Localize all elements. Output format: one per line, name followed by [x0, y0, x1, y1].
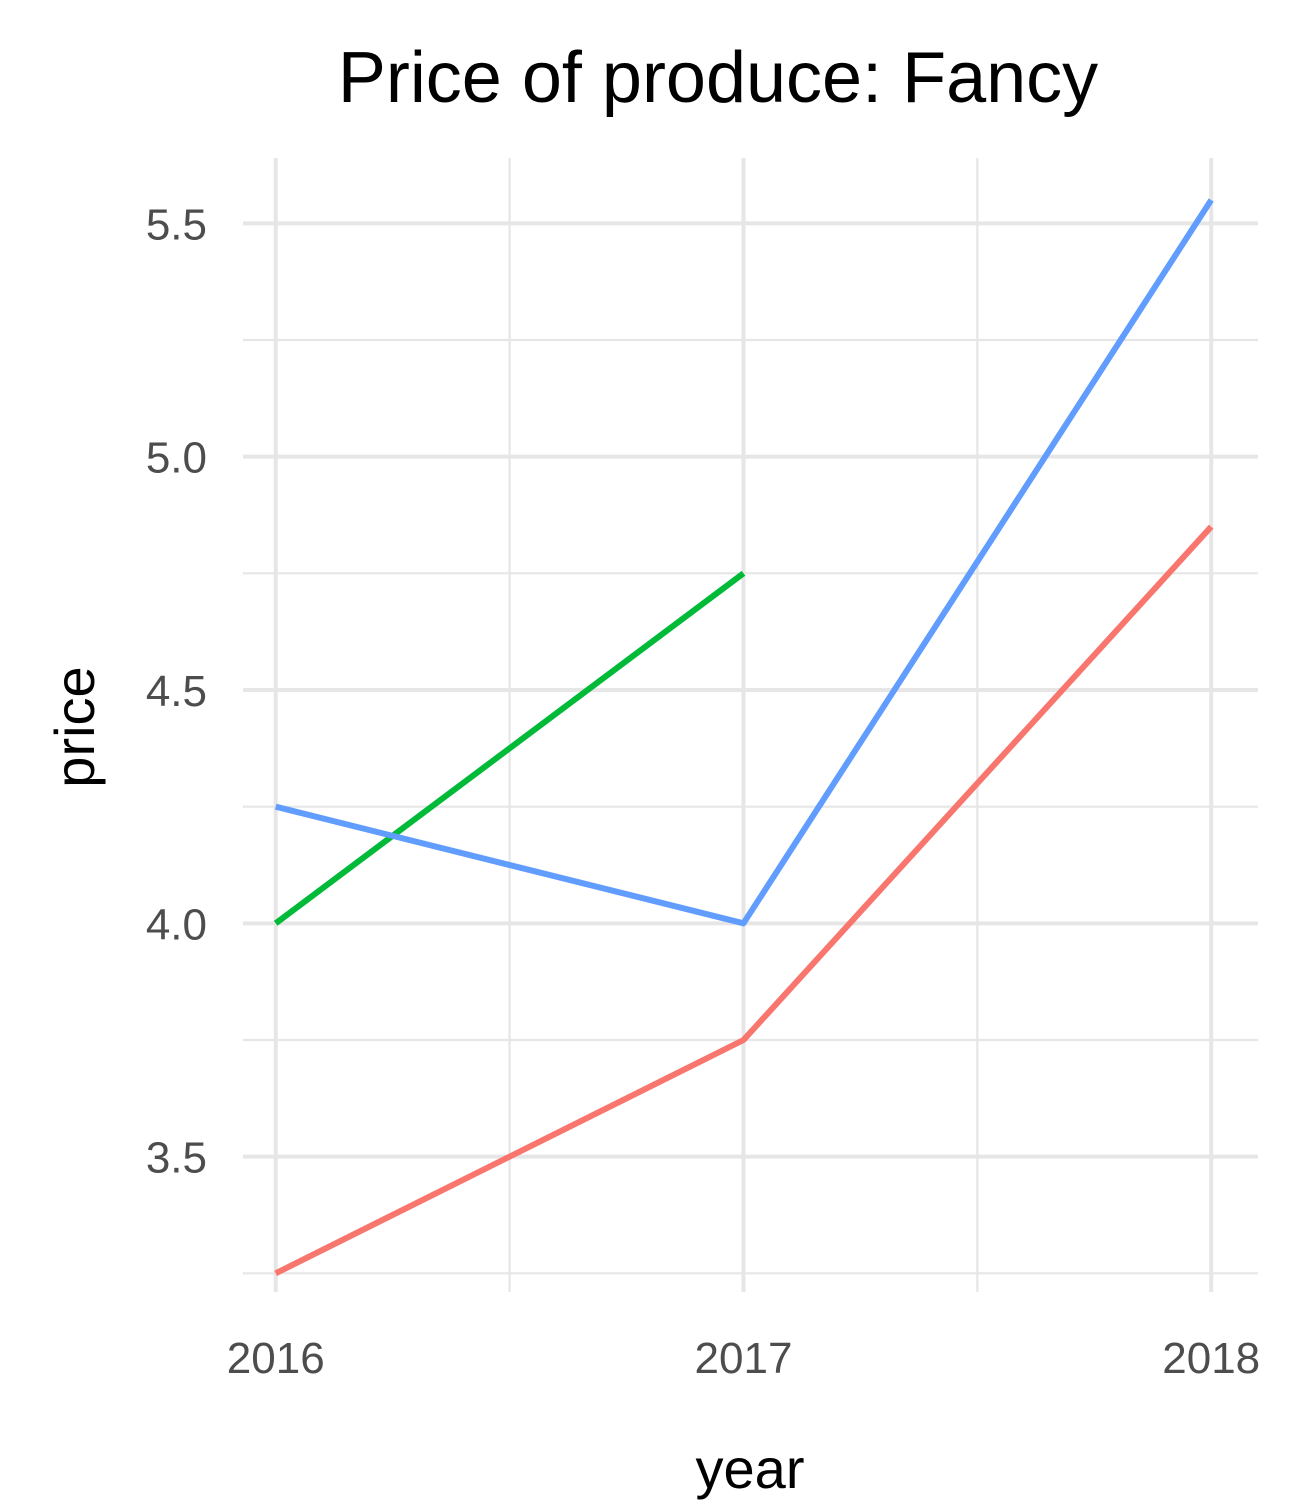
series-line-2	[273, 570, 746, 926]
y-tick-label: 3.5	[146, 1134, 207, 1183]
grid	[243, 158, 1258, 1292]
y-tick-label: 5.5	[146, 200, 207, 249]
x-axis-tick-labels: 2016 2017 2018	[227, 1334, 1260, 1383]
x-tick-label: 2016	[227, 1334, 325, 1383]
y-tick-label: 4.0	[146, 900, 207, 949]
series-line-3	[274, 198, 1214, 927]
x-tick-label: 2018	[1162, 1334, 1260, 1383]
series-lines	[273, 198, 1214, 1276]
chart-title: Price of produce: Fancy	[338, 38, 1098, 118]
series-line-1	[274, 524, 1214, 1276]
x-tick-label: 2017	[695, 1334, 793, 1383]
y-axis-tick-labels: 3.5 4.0 4.5 5.0 5.5	[146, 200, 207, 1182]
y-tick-label: 4.5	[146, 667, 207, 716]
x-axis-title: year	[696, 1437, 805, 1500]
y-tick-label: 5.0	[146, 434, 207, 483]
y-axis-title: price	[43, 666, 106, 787]
